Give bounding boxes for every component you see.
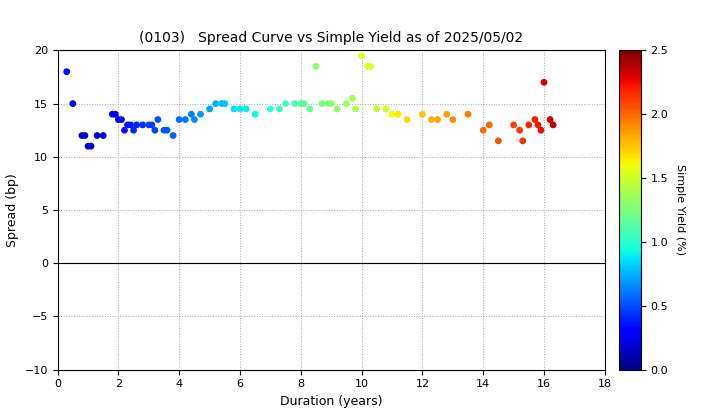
Point [116, 116, 127, 123]
Point [426, 116, 437, 123]
Point [392, 111, 404, 118]
Point [216, 100, 228, 107]
Point [508, 121, 519, 128]
Point [125, 121, 136, 128]
Point [146, 121, 158, 128]
Point [82, 143, 94, 150]
Y-axis label: Spread (bp): Spread (bp) [6, 173, 19, 247]
Point [204, 105, 215, 112]
Point [539, 79, 550, 86]
Point [194, 111, 206, 118]
Point [107, 111, 118, 118]
Point [341, 100, 352, 107]
Point [295, 100, 307, 107]
Point [532, 121, 544, 128]
Point [447, 116, 459, 123]
Point [547, 121, 559, 128]
Point [417, 111, 428, 118]
Point [274, 105, 285, 112]
Point [161, 127, 173, 134]
Point [462, 111, 474, 118]
Point [143, 121, 155, 128]
Point [347, 95, 359, 102]
Point [535, 127, 546, 134]
Point [298, 100, 310, 107]
Point [240, 105, 252, 112]
Point [131, 121, 143, 128]
Point [325, 100, 337, 107]
Point [119, 127, 130, 134]
Point [265, 105, 276, 112]
Point [189, 116, 200, 123]
Point [210, 100, 222, 107]
Point [304, 105, 315, 112]
Point [174, 116, 185, 123]
Point [76, 132, 88, 139]
Point [79, 132, 91, 139]
Point [432, 116, 444, 123]
Point [97, 132, 109, 139]
Point [517, 137, 528, 144]
Point [477, 127, 489, 134]
Point [149, 127, 161, 134]
Point [234, 105, 246, 112]
Point [523, 121, 534, 128]
Point [219, 100, 230, 107]
Point [158, 127, 170, 134]
Point [280, 100, 292, 107]
Point [484, 121, 495, 128]
Point [492, 137, 504, 144]
Point [61, 68, 73, 75]
Point [371, 105, 382, 112]
Title: (0103)   Spread Curve vs Simple Yield as of 2025/05/02: (0103) Spread Curve vs Simple Yield as o… [139, 31, 523, 45]
Point [441, 111, 452, 118]
Point [186, 111, 197, 118]
Point [128, 127, 140, 134]
Point [402, 116, 413, 123]
Point [179, 116, 191, 123]
Point [514, 127, 526, 134]
Point [289, 100, 300, 107]
Point [152, 116, 163, 123]
Point [380, 105, 392, 112]
Point [331, 105, 343, 112]
Point [228, 105, 240, 112]
Point [112, 116, 124, 123]
Point [529, 116, 541, 123]
X-axis label: Duration (years): Duration (years) [280, 395, 382, 408]
Point [67, 100, 78, 107]
Point [362, 63, 374, 70]
Point [249, 111, 261, 118]
Point [365, 63, 377, 70]
Point [109, 111, 121, 118]
Point [350, 105, 361, 112]
Point [167, 132, 179, 139]
Point [91, 132, 103, 139]
Point [386, 111, 397, 118]
Point [310, 63, 322, 70]
Point [544, 116, 556, 123]
Point [316, 100, 328, 107]
Point [85, 143, 96, 150]
Point [356, 52, 367, 59]
Y-axis label: Simple Yield (%): Simple Yield (%) [675, 165, 685, 255]
Point [323, 100, 334, 107]
Point [137, 121, 148, 128]
Point [122, 121, 133, 128]
